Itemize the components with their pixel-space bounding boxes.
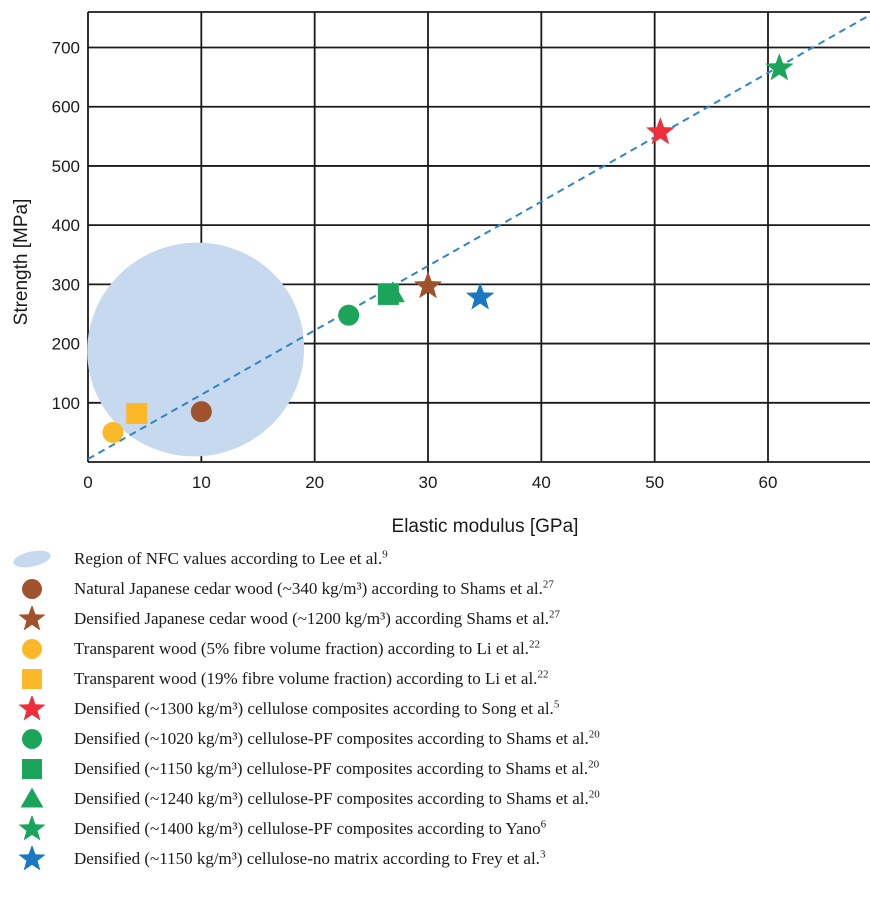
y-tick-label: 100	[52, 394, 80, 413]
legend-reference: 22	[528, 638, 540, 651]
legend-star-icon	[18, 606, 46, 631]
data-point-star	[465, 282, 495, 310]
legend-star-icon	[18, 846, 46, 871]
nfc-region-layer	[87, 242, 305, 457]
y-tick-label: 500	[52, 157, 80, 176]
x-tick-label: 20	[305, 473, 324, 492]
legend-item: Densified (~1400 kg/m³) cellulose-PF com…	[0, 814, 870, 844]
legend-item: Densified (~1240 kg/m³) cellulose-PF com…	[0, 784, 870, 814]
data-point-star	[646, 117, 675, 145]
data-point-triangle	[380, 281, 405, 303]
legend-item: Densified (~1300 kg/m³) cellulose compos…	[0, 694, 870, 724]
legend: Region of NFC values according to Lee et…	[0, 544, 870, 874]
tick-labels-layer: 0 10 20 30 40 50 60 100 200 300 400 500 600 700	[52, 39, 778, 492]
plot-grid	[87, 11, 870, 463]
legend-reference: 5	[553, 698, 560, 711]
legend-label: Region of NFC values according to Lee et…	[74, 548, 388, 568]
x-tick-label: 50	[645, 473, 664, 492]
x-tick-label: 60	[759, 473, 778, 492]
legend-ellipse-icon	[13, 550, 51, 568]
legend-label: Densified (~1150 kg/m³) cellulose-PF com…	[74, 758, 600, 778]
legend-star-icon	[18, 696, 46, 721]
legend-symbol-star	[18, 606, 46, 631]
legend-symbol-circle	[22, 729, 42, 749]
legend-label: Transparent wood (19% fibre volume fract…	[74, 668, 549, 688]
data-point-star	[765, 53, 794, 81]
legend-item: Densified (~1020 kg/m³) cellulose-PF com…	[0, 724, 870, 754]
legend-item: Densified (~1150 kg/m³) cellulose-no mat…	[0, 844, 870, 874]
data-point-square	[126, 402, 148, 424]
legend-label: Densified (~1020 kg/m³) cellulose-PF com…	[74, 728, 600, 748]
legend-item: Transparent wood (19% fibre volume fract…	[0, 664, 870, 694]
data-point-circle	[190, 401, 212, 423]
legend-reference: 9	[382, 548, 388, 561]
legend-item: Natural Japanese cedar wood (~340 kg/m³)…	[0, 574, 870, 604]
data-point-circle	[338, 304, 360, 326]
legend-symbol-square	[22, 759, 42, 779]
legend-reference: 20	[588, 728, 600, 741]
data-point-star	[413, 271, 443, 299]
legend-reference: 6	[540, 818, 547, 831]
legend-label: Transparent wood (5% fibre volume fracti…	[74, 638, 540, 658]
legend-label: Densified (~1240 kg/m³) cellulose-PF com…	[74, 788, 600, 808]
legend-triangle-icon	[20, 787, 44, 808]
legend-circle-icon	[22, 579, 42, 599]
legend-symbol-circle	[22, 579, 42, 599]
legend-label: Densified (~1300 kg/m³) cellulose compos…	[74, 698, 560, 718]
legend-symbol-star	[18, 696, 46, 721]
legend-label: Natural Japanese cedar wood (~340 kg/m³)…	[74, 578, 554, 598]
data-points-layer	[102, 53, 794, 443]
legend-symbol-ellipse	[13, 550, 51, 568]
legend-reference: 3	[539, 848, 546, 861]
legend-item: Transparent wood (5% fibre volume fracti…	[0, 634, 870, 664]
legend-item: Region of NFC values according to Lee et…	[0, 544, 870, 574]
y-tick-label: 700	[52, 39, 80, 58]
legend-item: Densified Japanese cedar wood (~1200 kg/…	[0, 604, 870, 634]
legend-item: Densified (~1150 kg/m³) cellulose-PF com…	[0, 754, 870, 784]
y-tick-label: 400	[52, 216, 80, 235]
x-tick-label: 10	[192, 473, 211, 492]
legend-symbol-circle	[22, 639, 42, 659]
legend-square-icon	[22, 669, 42, 689]
x-tick-label: 30	[419, 473, 438, 492]
legend-reference: 20	[588, 788, 600, 801]
legend-label: Densified (~1150 kg/m³) cellulose-no mat…	[74, 848, 546, 868]
legend-symbol-star	[18, 816, 46, 841]
legend-reference: 27	[549, 608, 561, 621]
legend-circle-icon	[22, 639, 42, 659]
legend-symbol-triangle	[20, 787, 44, 808]
y-tick-label: 300	[52, 275, 80, 294]
legend-label: Densified (~1400 kg/m³) cellulose-PF com…	[74, 818, 547, 838]
y-axis-title: Strength [MPa]	[11, 199, 32, 326]
nfc-region-ellipse	[87, 242, 305, 457]
legend-symbol-square	[22, 669, 42, 689]
trendline-layer	[87, 14, 870, 460]
scatter-chart: 0 10 20 30 40 50 60 100 200 300 400 500 600 700 Elast…	[11, 11, 870, 537]
trendline	[87, 14, 870, 460]
y-tick-label: 600	[52, 98, 80, 117]
legend-star-icon	[18, 816, 46, 841]
x-tick-label: 0	[83, 473, 92, 492]
y-tick-label: 200	[52, 335, 80, 354]
legend-circle-icon	[22, 729, 42, 749]
legend-symbol-star	[18, 846, 46, 871]
legend-label: Densified Japanese cedar wood (~1200 kg/…	[74, 608, 561, 628]
legend-square-icon	[22, 759, 42, 779]
x-axis-title: Elastic modulus [GPa]	[392, 516, 579, 537]
legend-reference: 27	[542, 578, 554, 591]
data-point-circle	[102, 421, 124, 443]
legend-reference: 22	[537, 668, 549, 681]
x-tick-label: 40	[532, 473, 551, 492]
legend-reference: 20	[588, 758, 600, 771]
